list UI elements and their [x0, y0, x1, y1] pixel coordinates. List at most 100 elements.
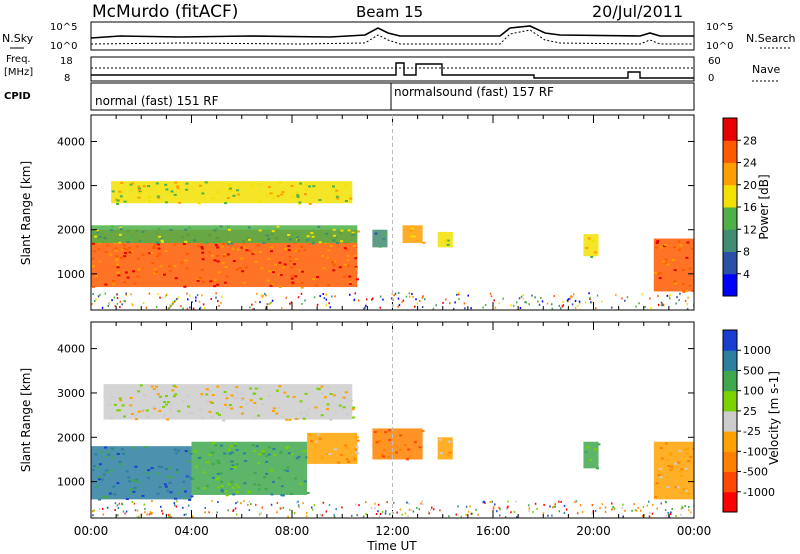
- power-echo-cell: [159, 237, 163, 240]
- velocity-echo-cell: [286, 446, 290, 449]
- velocity-scatter-dot: [151, 500, 153, 503]
- power-scatter-dot: [574, 307, 577, 310]
- power-echo-cell: [114, 247, 118, 250]
- power-echo-cell: [679, 244, 683, 247]
- velocity-echo-cell: [320, 392, 324, 395]
- power-scatter-dot: [155, 306, 158, 309]
- power-echo-cell: [591, 239, 595, 242]
- velocity-scatter-dot: [641, 515, 644, 518]
- velocity-echo-cell: [235, 491, 239, 494]
- power-scatter-dot: [297, 296, 300, 299]
- velocity-scatter-dot: [671, 507, 673, 510]
- velocity-scatter-dot: [173, 501, 176, 504]
- power-y-tick-label: 2000: [57, 224, 85, 237]
- velocity-scatter-dot: [649, 511, 651, 514]
- power-echo-cell: [410, 235, 414, 238]
- velocity-echo-cell: [144, 446, 148, 449]
- power-echo-cell: [300, 286, 304, 289]
- power-scatter-dot: [304, 299, 306, 302]
- velocity-echo-band: [91, 446, 195, 501]
- velocity-echo-cell: [382, 448, 386, 451]
- power-scatter-dot: [142, 302, 145, 305]
- power-echo-cell: [142, 185, 146, 188]
- power-scatter-dot: [108, 302, 111, 305]
- velocity-scatter-dot: [173, 504, 176, 507]
- velocity-echo-band-fill: [103, 384, 353, 420]
- velocity-echo-cell: [384, 431, 388, 434]
- velocity-echo-cell: [166, 401, 170, 404]
- velocity-echo-band: [653, 441, 694, 500]
- power-scatter-dot: [270, 301, 272, 304]
- power-echo-cell: [296, 236, 300, 239]
- power-echo-cell: [130, 235, 134, 238]
- power-scatter-dot: [419, 299, 421, 302]
- power-scatter-dot: [590, 301, 592, 304]
- velocity-echo-cell: [596, 467, 600, 470]
- power-scatter-dot: [550, 303, 553, 306]
- power-echo-cell: [333, 260, 337, 263]
- velocity-scatter-dot: [234, 507, 237, 510]
- velocity-echo-cell: [281, 494, 285, 497]
- power-echo-cell: [94, 235, 98, 238]
- power-echo-cell: [135, 245, 139, 248]
- power-echo-cell: [224, 202, 228, 205]
- power-echo-cell: [222, 242, 226, 245]
- velocity-echo-cell: [258, 488, 262, 491]
- velocity-scatter-dot: [191, 515, 194, 518]
- velocity-echo-cell: [127, 476, 131, 479]
- velocity-echo-cell: [280, 415, 284, 418]
- power-echo-cell: [291, 195, 295, 198]
- power-echo-cell: [201, 251, 205, 254]
- power-scatter-dot: [157, 293, 159, 296]
- x-axis-tick-labels: 00:00 04:00 08:00 12:00 16:00 20:00 00:00: [74, 524, 712, 538]
- velocity-echo-cell: [235, 483, 239, 486]
- power-echo-cell: [288, 238, 292, 241]
- velocity-scatter-dot: [370, 507, 373, 510]
- power-colorbar: [722, 117, 738, 297]
- power-echo-cell: [151, 262, 155, 265]
- power-scatter-dot: [422, 295, 424, 298]
- velocity-echo-cell: [686, 492, 690, 495]
- velocity-echo-cell: [315, 440, 319, 443]
- power-echo-cell: [348, 280, 352, 283]
- power-echo-cell: [304, 188, 308, 191]
- velocity-echo-cell: [353, 456, 357, 459]
- power-scatter-dot: [588, 292, 590, 295]
- velocity-echo-cell: [378, 433, 382, 436]
- power-echo-cell: [216, 283, 220, 286]
- velocity-scatter-dot: [611, 502, 613, 505]
- power-echo-cell: [352, 233, 356, 236]
- velocity-echo-cell: [210, 402, 214, 405]
- velocity-echo-cell: [302, 417, 306, 420]
- velocity-scatter-dot: [377, 503, 380, 506]
- velocity-scatter-dot: [665, 501, 667, 504]
- velocity-echo-cell: [92, 465, 96, 468]
- velocity-echo-cell: [223, 390, 227, 393]
- velocity-scatter-dot: [542, 512, 545, 515]
- power-scatter-dot: [379, 306, 381, 309]
- velocity-scatter-dot: [388, 513, 391, 516]
- power-echo-cell: [677, 248, 681, 251]
- velocity-scatter-dot: [418, 508, 421, 511]
- velocity-scatter-dot: [261, 506, 264, 509]
- power-panel: 1000 2000 3000 4000 Slant Range [km] 28 24 20…: [19, 114, 771, 311]
- velocity-echo-cell: [97, 478, 101, 481]
- velocity-scatter-dot: [506, 507, 508, 510]
- power-echo-cell: [114, 249, 118, 252]
- velocity-echo-cell: [678, 470, 682, 473]
- velocity-scatter-dot: [408, 502, 410, 505]
- power-scatter-dot: [398, 304, 401, 307]
- power-echo-cell: [153, 272, 157, 275]
- power-echo-cell: [193, 239, 197, 242]
- velocity-scatter-dot: [114, 502, 117, 505]
- power-echo-cell: [221, 261, 225, 264]
- velocity-echo-cell: [215, 412, 219, 415]
- power-scatter-dot: [125, 292, 127, 295]
- power-scatter-dot: [372, 297, 374, 300]
- velocity-echo-cell: [326, 408, 330, 411]
- velocity-scatter-dot: [581, 511, 584, 514]
- power-echo-cell: [217, 271, 221, 274]
- power-echo-cell: [124, 271, 128, 274]
- power-scatter-dot: [334, 295, 336, 298]
- velocity-echo-cell: [100, 478, 104, 481]
